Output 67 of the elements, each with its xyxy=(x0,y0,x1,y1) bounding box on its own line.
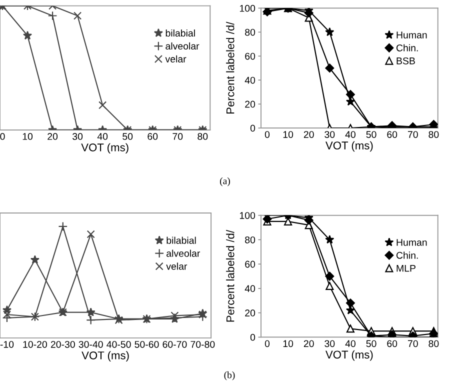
legend-label: velar xyxy=(166,262,188,270)
x-axis-title: VOT (ms) xyxy=(326,141,373,152)
x-tick-label: 80 xyxy=(198,133,208,140)
x-tick-label: 50 xyxy=(366,131,376,138)
x-tick-label: 70 xyxy=(408,340,418,348)
legend-label: MLP xyxy=(396,264,416,272)
x-tick-label: 0 xyxy=(264,131,270,138)
x-tick-label: 70 xyxy=(408,131,418,138)
legend-label: Human xyxy=(396,32,427,38)
x-tick-label: 0 xyxy=(264,340,270,348)
y-tick-label: 20 xyxy=(245,310,256,316)
x-tick-label: 10 xyxy=(283,131,294,138)
legend-label: bilabial xyxy=(166,236,196,244)
x-tick-label: 60 xyxy=(387,340,398,348)
text: (b) xyxy=(224,371,235,380)
x-tick-label: 10 xyxy=(22,133,33,140)
x-tick-label: 50 xyxy=(122,133,133,140)
x-tick-label: 60-70 xyxy=(162,340,187,348)
text: (a) xyxy=(220,177,230,186)
x-tick-label: 80 xyxy=(428,131,439,138)
x-tick-label: 60 xyxy=(148,133,158,140)
x-tick-label: 0 xyxy=(0,133,5,140)
x-tick-label: 60 xyxy=(387,131,398,138)
x-axis-title: VOT (ms) xyxy=(82,351,129,362)
x-tick-label: 50 xyxy=(366,340,376,348)
y-tick-label: 0 xyxy=(250,124,256,132)
x-tick-label: 30 xyxy=(324,340,335,348)
x-tick-label: 20 xyxy=(304,131,314,138)
x-tick-label: 70-80 xyxy=(190,340,215,348)
y-tick-label: 40 xyxy=(244,76,256,84)
x-tick-label: 30-40 xyxy=(78,340,103,348)
x-tick-label: 10 xyxy=(283,340,294,348)
x-tick-label: 20 xyxy=(304,340,314,348)
x-tick-label: 50-60 xyxy=(134,340,159,348)
x-tick-label: 40 xyxy=(345,340,356,348)
y-tick-label: 60 xyxy=(245,52,256,60)
x-tick-label: 80 xyxy=(428,340,439,348)
legend-label: alveolar xyxy=(166,42,200,50)
legend-label: velar xyxy=(165,55,186,63)
y-tick-label: 20 xyxy=(245,100,256,108)
y-axis-title: Percent labeled /d/ xyxy=(226,230,234,322)
x-axis-title: VOT (ms) xyxy=(326,350,373,361)
legend-label: bilabial xyxy=(166,29,195,37)
legend-label: Chin. xyxy=(396,44,418,52)
y-tick-label: 0 xyxy=(250,334,256,341)
x-axis-title: VOT (ms) xyxy=(81,143,128,154)
x-tick-label: 10-20 xyxy=(23,340,47,348)
x-tick-label: 30 xyxy=(72,133,83,140)
y-tick-label: 100 xyxy=(240,4,256,12)
y-tick-label: 80 xyxy=(245,236,256,244)
x-tick-label: 20-30 xyxy=(50,340,75,348)
x-tick-label: 20 xyxy=(48,133,58,140)
x-tick-label: -10 xyxy=(0,340,14,348)
legend-label: Human xyxy=(396,239,427,246)
y-axis-title: Percent labeled /d/ xyxy=(226,22,234,114)
x-tick-label: 40 xyxy=(97,133,108,140)
legend-label: alveolar xyxy=(166,250,200,257)
y-tick-label: 100 xyxy=(240,212,256,219)
x-tick-label: 40-50 xyxy=(106,340,131,348)
legend-label: Chin. xyxy=(396,252,418,259)
x-tick-label: 40 xyxy=(345,131,356,138)
x-tick-label: 30 xyxy=(324,131,335,138)
legend-label: BSB xyxy=(396,57,415,64)
y-tick-label: 60 xyxy=(245,260,256,268)
y-tick-label: 40 xyxy=(244,285,256,292)
y-tick-label: 80 xyxy=(245,28,256,36)
x-tick-label: 70 xyxy=(172,133,183,140)
